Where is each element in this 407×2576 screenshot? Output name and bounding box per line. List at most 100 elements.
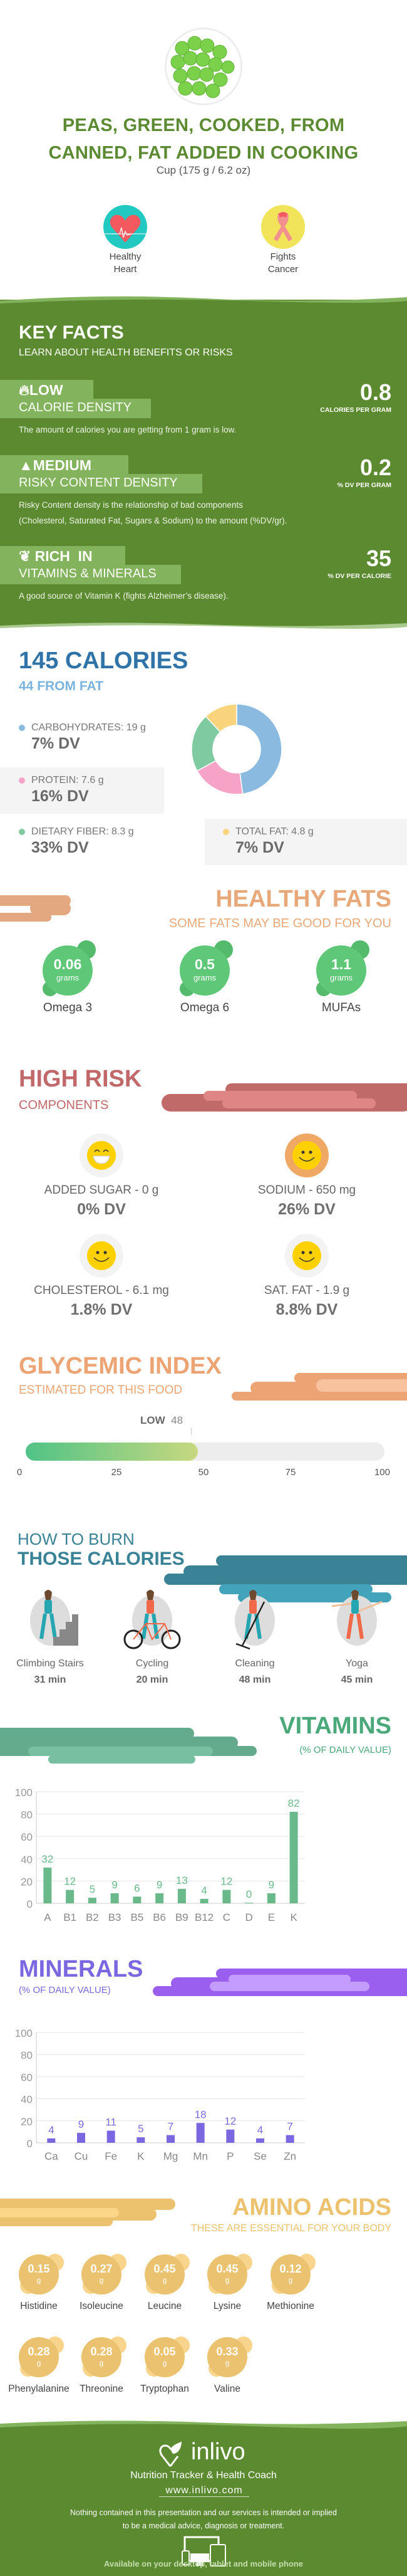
bar — [137, 2137, 145, 2143]
glycemic-tick-label: 0 — [17, 1467, 23, 1478]
fat-name: Omega 3 — [43, 1001, 93, 1014]
x-tick-label: Fe — [105, 2150, 117, 2162]
fact-value: 0.2 — [359, 455, 391, 480]
availability-note: Available on your desktop, tablet and mo… — [103, 2559, 304, 2568]
risk-indicator — [80, 1234, 123, 1278]
amino-name: Lysine — [213, 2301, 242, 2311]
fact-value: 0.8 — [359, 379, 391, 405]
risk-label: CHOLESTEROL - 6.1 mg — [34, 1284, 169, 1297]
bar — [133, 1896, 142, 1903]
x-tick-label: C — [223, 1911, 230, 1923]
wave-divider — [0, 296, 407, 307]
amino-value: 0.45 — [153, 2263, 176, 2275]
glycemic-tick-label: 75 — [285, 1467, 296, 1478]
bar-value-label: 11 — [105, 2116, 116, 2128]
macro-dv: 33% DV — [31, 839, 89, 856]
risk-indicator — [285, 1133, 329, 1177]
decor-bar — [30, 902, 71, 915]
calories-from-fat: 44 FROM FAT — [19, 679, 103, 693]
bar — [286, 2135, 294, 2143]
bar — [77, 2133, 85, 2143]
activity-duration: 45 min — [341, 1674, 373, 1685]
x-tick-label: B6 — [153, 1911, 166, 1923]
amino-unit: g — [288, 2276, 293, 2284]
x-tick-label: Se — [254, 2150, 267, 2162]
decor-bar — [48, 1755, 195, 1764]
fact-level-box — [0, 546, 125, 566]
bar-value-label: 7 — [287, 2121, 292, 2133]
bar-value-label: 5 — [90, 1883, 95, 1895]
activity-duration: 48 min — [239, 1674, 271, 1685]
bar-value-label: 12 — [220, 1876, 232, 1888]
fat-value: 0.06 — [53, 956, 82, 972]
bar — [47, 2138, 56, 2143]
x-tick-label: B9 — [175, 1911, 188, 1923]
burn-title-line1: HOW TO BURN — [18, 1530, 135, 1548]
decor-bar — [222, 1098, 376, 1108]
legend-dot — [19, 828, 25, 835]
amino-unit: g — [162, 2276, 167, 2284]
x-tick-label: Mg — [163, 2150, 178, 2162]
amino-subtitle: THESE ARE ESSENTIAL FOR YOUR BODY — [190, 2223, 391, 2234]
fact-level-box — [0, 380, 93, 400]
grinning-face-icon — [87, 1141, 116, 1170]
glycemic-title: GLYCEMIC INDEX — [19, 1353, 222, 1379]
bar — [177, 1888, 186, 1903]
decor-bar — [0, 2217, 113, 2226]
decor-bar — [0, 2208, 119, 2217]
bar-value-label: 12 — [224, 2115, 236, 2127]
bar-value-label: 32 — [41, 1853, 53, 1865]
amino-value: 0.27 — [90, 2263, 113, 2275]
macro-item: DIETARY FIBER: 8.3 g 33% DV — [19, 826, 134, 857]
bar — [43, 1868, 52, 1903]
healthy-fats-subtitle: SOME FATS MAY BE GOOD FOR YOU — [168, 917, 391, 930]
x-tick-label: K — [290, 1911, 297, 1923]
risk-label: SAT. FAT - 1.9 g — [264, 1284, 350, 1297]
x-tick-label: D — [245, 1911, 252, 1923]
fact-description: (Cholesterol, Saturated Fat, Sugars & So… — [19, 516, 287, 525]
bar — [196, 2123, 205, 2143]
amino-unit: g — [36, 2276, 41, 2284]
fact-label: CALORIE DENSITY — [19, 401, 132, 414]
bar-value-label: 4 — [257, 2124, 263, 2136]
macro-dv: 7% DV — [31, 735, 80, 752]
amino-amount-badge: 0.05 g — [145, 2337, 185, 2377]
donut-slice — [236, 703, 282, 795]
bar-value-label: 9 — [157, 1879, 162, 1891]
decor-bar — [316, 1379, 407, 1392]
smiling-face-icon — [87, 1241, 116, 1270]
macro-label: PROTEIN: 7.6 g — [19, 775, 104, 786]
fat-row-bg — [205, 819, 407, 865]
fat-amount-badge: 0.06 grams — [43, 945, 93, 996]
fact-level-low: 🔥︎LOW — [19, 382, 63, 398]
amino-unit: g — [162, 2358, 167, 2367]
key-facts-title: KEY FACTS — [19, 322, 124, 343]
x-tick-label: Zn — [284, 2150, 296, 2162]
macro-dv: 16% DV — [31, 787, 89, 805]
bar-value-label: 12 — [64, 1876, 76, 1888]
amino-unit: g — [225, 2358, 230, 2367]
x-tick-label: B1 — [63, 1911, 76, 1923]
wave-divider — [0, 2421, 407, 2432]
amino-value: 0.12 — [279, 2263, 302, 2275]
fact-value: 35 — [366, 545, 391, 571]
macro-label: TOTAL FAT: 4.8 g — [223, 826, 314, 838]
amino-unit: g — [36, 2358, 41, 2367]
fact-level-box — [0, 455, 128, 475]
fact-unit: % DV PER CALORIE — [327, 572, 391, 580]
y-tick-label: 20 — [21, 1876, 33, 1888]
website-link[interactable]: www.inlivo.com — [159, 2485, 249, 2497]
tagline: Nutrition Tracker & Health Coach — [130, 2470, 277, 2481]
bar — [256, 2138, 264, 2143]
y-tick-label: 20 — [21, 2116, 33, 2128]
fact-description: The amount of calories you are getting f… — [19, 425, 237, 434]
warning-icon: ▲ — [19, 457, 33, 473]
devices-icon — [182, 2536, 226, 2567]
smiling-face-icon — [292, 1141, 321, 1170]
bar-value-label: 6 — [134, 1882, 140, 1894]
fat-name: MUFAs — [321, 1001, 361, 1014]
bar — [267, 1893, 276, 1903]
amino-name: Isoleucine — [80, 2301, 123, 2311]
smiling-face-icon — [292, 1241, 321, 1270]
